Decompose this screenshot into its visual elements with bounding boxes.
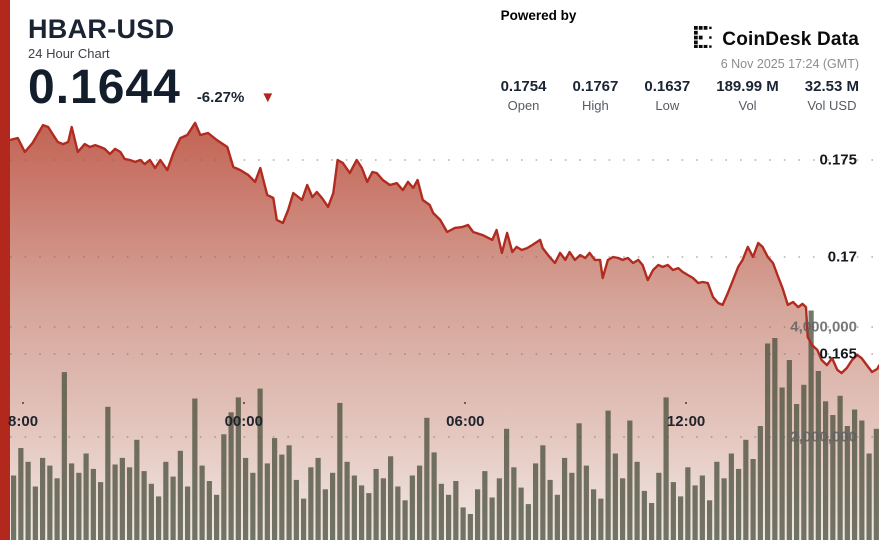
stat-label: Vol USD	[807, 98, 857, 113]
stat-vol: 189.99 M Vol	[716, 78, 779, 113]
stat-high: 0.1767 High	[572, 78, 618, 113]
stat-label: Open	[507, 98, 540, 113]
time-tick-dot	[242, 402, 245, 404]
time-axis-tick: 06:00	[446, 413, 485, 430]
coindesk-logo-icon	[694, 26, 716, 53]
down-arrow-icon: ▼	[260, 88, 276, 106]
volume-axis-tick: 2,000,000	[790, 428, 857, 446]
stat-value: 0.1767	[572, 78, 619, 95]
timestamp: 6 Nov 2025 17:24 (GMT)	[720, 57, 859, 71]
price-axis-tick: 0.17	[827, 248, 857, 266]
pair-title: HBAR-USD	[28, 14, 175, 44]
coindesk-logo-text: CoinDesk Data	[722, 28, 859, 50]
branding-and-stats: Powered by CoinDesk Data 6 Nov 2025 17:2…	[501, 8, 859, 113]
stat-open: 0.1754 Open	[501, 78, 547, 113]
time-axis-tick: 12:00	[666, 413, 706, 430]
time-tick-dot	[22, 402, 25, 404]
stat-label: High	[582, 98, 609, 113]
time-tick-dot	[464, 402, 467, 404]
powered-by-label: Powered by	[500, 8, 577, 23]
chart-canvas	[10, 121, 879, 540]
stat-vol-usd: 32.53 M Vol USD	[805, 78, 859, 113]
coindesk-logo: CoinDesk Data	[501, 26, 859, 53]
price-axis-tick: 0.175	[819, 151, 857, 169]
header: HBAR-USD 24 Hour Chart 0.1644 -6.27% ▼	[28, 14, 275, 111]
time-axis-tick: 8:00	[8, 413, 39, 430]
price-volume-chart[interactable]: 0.175 0.17 0.165 4,000,000 2,000,000 8:00 00:0…	[8, 110, 879, 540]
stat-label: Low	[655, 98, 680, 113]
ohlc-stats: 0.1754 Open 0.1767 High 0.1637 Low 189.99 M Vol…	[501, 78, 859, 113]
stat-value: 189.99 M	[716, 78, 779, 95]
stat-value: 0.1754	[500, 78, 547, 95]
volume-axis-tick: 4,000,000	[790, 318, 857, 336]
current-price: 0.1644	[28, 61, 181, 114]
time-axis-tick: 00:00	[224, 413, 263, 430]
price-axis-tick: 0.165	[819, 345, 857, 363]
stat-value: 32.53 M	[804, 78, 859, 95]
stat-label: Vol	[738, 98, 757, 113]
stat-value: 0.1637	[644, 78, 691, 95]
price-change-percent: -6.27%	[196, 88, 245, 106]
time-tick-dot	[685, 402, 688, 404]
stat-low: 0.1637 Low	[644, 78, 690, 113]
price-row: 0.1644 -6.27% ▼	[28, 61, 276, 114]
chart-range-subtitle: 24 Hour Chart	[28, 46, 110, 61]
left-accent-bar	[0, 0, 10, 540]
